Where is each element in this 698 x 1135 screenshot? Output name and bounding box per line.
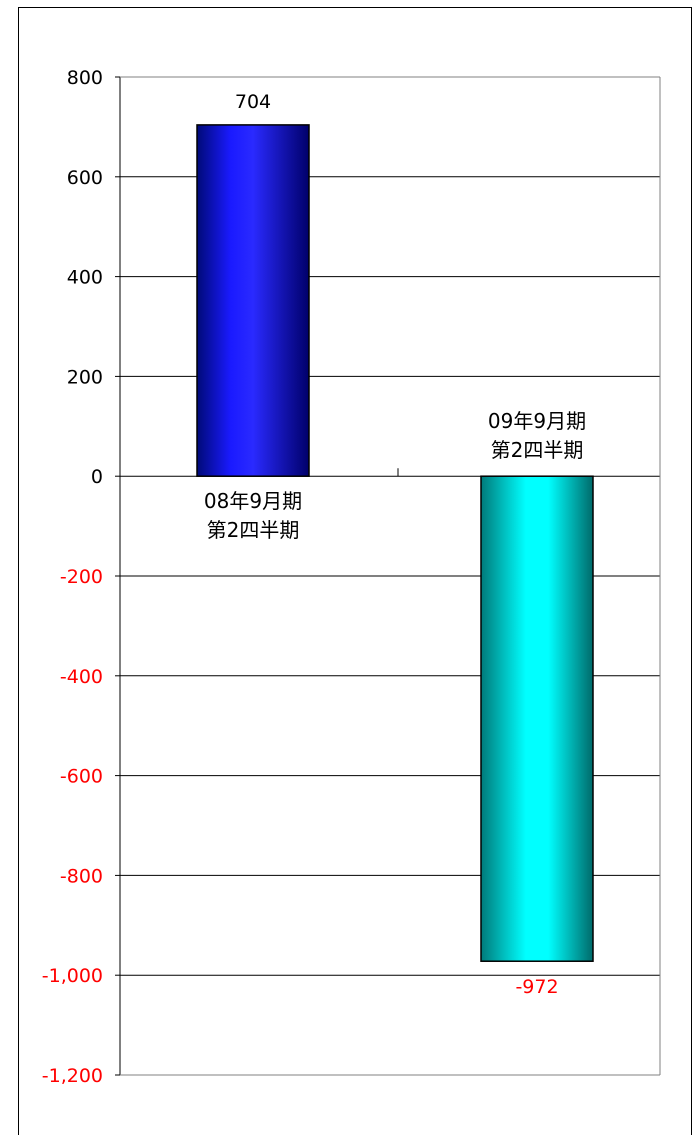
y-tick-label: -200 <box>60 566 103 588</box>
bar <box>480 475 594 962</box>
y-tick-label: 400 <box>67 267 103 289</box>
bar <box>196 124 310 477</box>
y-tick-label: -600 <box>60 766 103 788</box>
chart-frame <box>18 7 692 1135</box>
y-tick-label: 200 <box>67 366 103 388</box>
category-label: 第2四半期 <box>491 438 584 462</box>
y-tick-label: -1,200 <box>42 1065 103 1087</box>
y-tick-label: -400 <box>60 666 103 688</box>
y-tick-label: 600 <box>67 167 103 189</box>
data-label: 704 <box>235 91 271 113</box>
y-tick-label: -1,000 <box>42 965 103 987</box>
data-label: -972 <box>515 976 558 998</box>
y-tick-label: 0 <box>91 466 103 488</box>
y-tick-label: -800 <box>60 865 103 887</box>
category-label: 第2四半期 <box>207 518 300 542</box>
y-tick-label: 800 <box>67 67 103 89</box>
category-label: 08年9月期 <box>204 489 302 513</box>
category-label: 09年9月期 <box>488 409 586 433</box>
